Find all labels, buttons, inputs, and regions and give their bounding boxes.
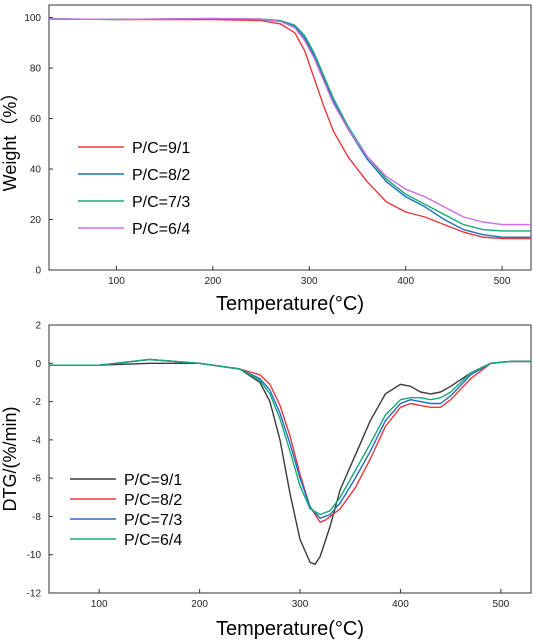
chart-panel-1: 100 200 300 400 500 0 20 40 60 80 100 Temperature(°… (0, 4, 532, 315)
x-tick-label: 500 (494, 276, 511, 287)
x-tick-label: 400 (392, 599, 409, 610)
series-line-1 (48, 18, 531, 240)
series-line-4 (49, 358, 531, 516)
y-tick-label: 0 (35, 359, 41, 370)
y-tick-label: -6 (32, 474, 41, 485)
x-tick-label: 400 (397, 276, 414, 287)
plot-frame (48, 324, 532, 594)
legend-label: P/C=8/2 (132, 167, 190, 184)
y-tick-label: -8 (32, 512, 41, 523)
legend-label: P/C=6/4 (132, 221, 190, 238)
plot-frame (48, 4, 532, 271)
series-line-2 (49, 358, 531, 523)
y-tick-label: 100 (24, 13, 41, 24)
y-tick-label: 40 (30, 165, 42, 176)
series-line-3 (48, 17, 531, 232)
y-tick-label: 20 (30, 215, 42, 226)
chart-panel-2: 100 200 300 400 500 -12 -10 -8 -6 -4 -2 0 2 Temperatu… (0, 321, 532, 640)
legend-label: P/C=7/3 (132, 194, 190, 211)
x-tick-label: 200 (205, 276, 222, 287)
y-tick-label: 0 (35, 266, 41, 277)
series-line-4 (48, 17, 531, 226)
legend-label: P/C=9/1 (124, 472, 182, 489)
x-tick-label: 100 (108, 276, 125, 287)
x-tick-label: 200 (191, 599, 208, 610)
legend-label: P/C=9/1 (132, 140, 190, 157)
y-tick-label: -4 (32, 435, 41, 446)
y-tick-label: -2 (32, 397, 41, 408)
x-axis-label: Temperature(°C) (216, 293, 364, 315)
x-tick-label: 300 (301, 276, 318, 287)
y-tick-label: 60 (30, 114, 42, 125)
y-tick-label: -12 (27, 589, 42, 600)
y-tick-label: -10 (27, 550, 42, 561)
series-line-2 (48, 18, 531, 238)
legend-label: P/C=7/3 (124, 512, 182, 529)
x-tick-label: 300 (292, 599, 309, 610)
x-tick-label: 100 (91, 599, 108, 610)
x-tick-label: 500 (493, 599, 510, 610)
y-axis-label: DTG/(%/min) (0, 407, 20, 512)
legend-label: P/C=8/2 (124, 492, 182, 509)
x-axis-label: Temperature(°C) (216, 618, 364, 640)
legend-label: P/C=6/4 (124, 532, 182, 549)
y-axis-label: Weight（%） (0, 84, 20, 192)
y-tick-label: 80 (30, 64, 42, 75)
y-tick-label: 2 (35, 321, 41, 332)
